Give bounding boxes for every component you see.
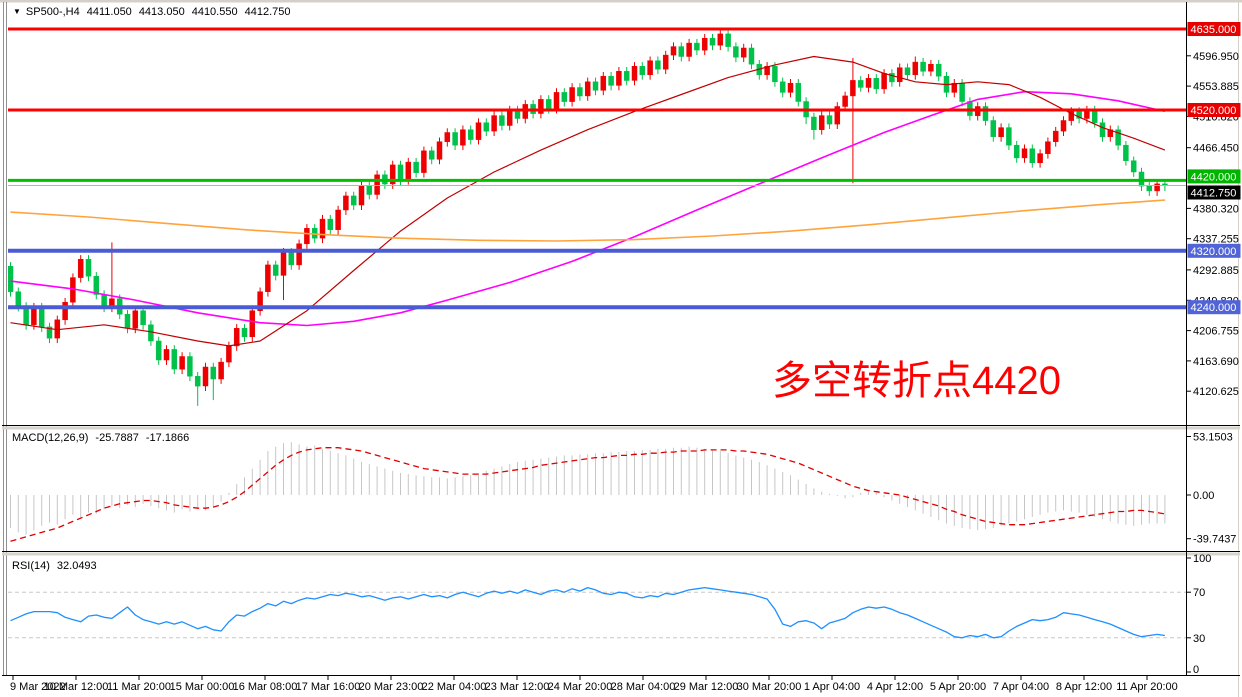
panel-splitter[interactable]: [2, 552, 1240, 556]
ma-orange: [10, 199, 1165, 242]
axis-label: 100: [1193, 553, 1211, 565]
rsi-indicator-label: RSI(14) 32.0493: [12, 560, 97, 572]
price-axis[interactable]: 4596.9504553.8854510.8204466.4504380.320…: [1187, 22, 1241, 398]
axis-label: 4120.625: [1193, 386, 1239, 398]
axis-label: 9 Mar 2022: [10, 681, 66, 693]
axis-label: 28 Mar 04:00: [611, 681, 676, 693]
axis-label: 4337.255: [1193, 234, 1239, 246]
axis-label: 22 Mar 04:00: [422, 681, 487, 693]
axis-label: 30 Mar 20:00: [737, 681, 802, 693]
axis-label: 4635.000: [1191, 24, 1237, 36]
axis-label: 4 Apr 12:00: [867, 681, 923, 693]
price-panel: [8, 27, 1186, 406]
bar-open-value: 4411.050: [86, 6, 132, 18]
axis-label: 4240.000: [1191, 302, 1237, 314]
axis-label: 16 Mar 08:00: [233, 681, 298, 693]
axis-label: 4420.000: [1191, 171, 1237, 183]
axis-label: 4320.000: [1191, 246, 1237, 258]
macd-panel: [10, 442, 1166, 542]
axis-label: 8 Apr 12:00: [1056, 681, 1112, 693]
level-price-badge: [1187, 243, 1241, 258]
level-price-badge: [1187, 22, 1241, 36]
ma-darkred: [10, 55, 1166, 347]
axis-label: 4163.690: [1193, 356, 1239, 368]
axis-label: 0: [1193, 664, 1199, 676]
axis-label: 20 Mar 23:00: [359, 681, 424, 693]
axis-label: 11 Mar 20:00: [107, 681, 171, 693]
axis-label: 7 Apr 04:00: [993, 681, 1049, 693]
axis-label: 1 Apr 04:00: [804, 681, 860, 693]
candles-series: [8, 29, 1168, 406]
level-price-badge: [1187, 300, 1241, 315]
level-price-badge: [1187, 169, 1241, 184]
macd-title: MACD(12,26,9): [12, 432, 89, 444]
macd-signal-line: [10, 447, 1166, 542]
macd-axis[interactable]: 53.1503 0.00 -39.7437: [1187, 432, 1236, 546]
axis-label: -39.7437: [1193, 534, 1236, 546]
axis-label: 24 Mar 20:00: [548, 681, 613, 693]
bar-high-value: 4413.050: [138, 6, 185, 18]
symbol-title: SP500-,H4: [25, 6, 80, 18]
axis-label: 4520.000: [1191, 105, 1237, 117]
axis-label: 4206.755: [1193, 326, 1239, 338]
axis-label: 4380.320: [1193, 203, 1239, 215]
axis-label: 4596.950: [1193, 51, 1239, 63]
axis-label: 4553.885: [1193, 81, 1239, 93]
macd-main-value: -25.7887: [95, 432, 139, 444]
axis-label: 70: [1193, 587, 1205, 599]
symbol-dropdown-icon[interactable]: ▼: [13, 7, 21, 16]
axis-label: 17 Mar 16:00: [296, 681, 361, 693]
axis-label: 0.00: [1193, 490, 1214, 502]
axis-label: 15 Mar 00:00: [170, 681, 235, 693]
support-resistance-lines: [8, 27, 1186, 310]
bar-low-value: 4410.550: [191, 6, 238, 18]
axis-label: 23 Mar 12:00: [485, 681, 550, 693]
panel-splitter[interactable]: [2, 426, 1240, 430]
rsi-line: [10, 586, 1165, 639]
rsi-value: 32.0493: [56, 560, 97, 572]
rsi-axis[interactable]: 100 70 30 0: [1187, 553, 1211, 676]
axis-label: 30: [1193, 633, 1205, 645]
window-top-edge: [0, 0, 1242, 3]
axis-label: 10 Mar 12:00: [44, 681, 109, 693]
axis-label: 4412.750: [1191, 188, 1237, 200]
axis-label: 11 Apr 20:00: [1116, 681, 1178, 693]
axis-label: 4292.885: [1193, 265, 1239, 277]
axis-label: 53.1503: [1193, 432, 1233, 444]
axis-label: 29 Mar 12:00: [674, 681, 739, 693]
rsi-panel: [8, 586, 1186, 639]
chart-title-bar: ▼ SP500-,H4 4411.050 4413.050 4410.550 4412.7…: [13, 6, 290, 18]
annotation-text: 多空转折点4420: [772, 359, 1061, 403]
axis-label: 5 Apr 20:00: [930, 681, 986, 693]
axis-label: 4466.450: [1193, 143, 1239, 155]
macd-indicator-label: MACD(12,26,9) -25.7887 -17.1866: [12, 432, 189, 444]
macd-signal-value: -17.1866: [145, 432, 190, 444]
bar-close-value: 4412.750: [244, 6, 291, 18]
level-price-badge: [1187, 103, 1241, 117]
rsi-title: RSI(14): [12, 560, 50, 572]
current-price-badge: [1187, 185, 1241, 200]
